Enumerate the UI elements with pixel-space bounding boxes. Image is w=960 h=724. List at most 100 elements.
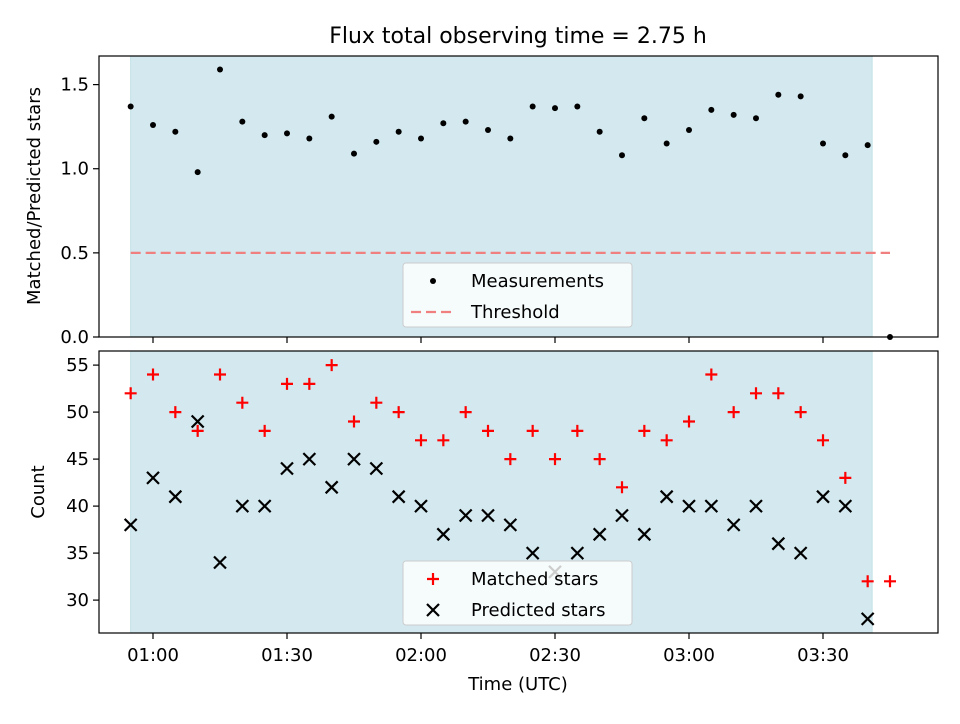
- legend-box: [402, 262, 633, 328]
- matched-stars-point: [616, 481, 628, 494]
- measurement-point: [797, 93, 804, 100]
- matched-stars-point: [236, 396, 249, 409]
- matched-stars-point: [258, 424, 271, 437]
- measurement-point: [261, 132, 268, 139]
- y-tick-label: 40: [66, 496, 89, 517]
- top-panel: 0.0 0.5 1.0 1.5 Measurements Threshold: [60, 55, 939, 348]
- matched-stars-point: [861, 575, 874, 588]
- measurement-point: [641, 115, 648, 122]
- predicted-stars-point: [726, 518, 741, 532]
- bottom-panel: 30 35 40 45 50 55 01:00 01:30 02:00 02:30 03:00 03:…: [66, 350, 939, 666]
- matched-stars-point: [214, 368, 226, 381]
- measurement-point: [373, 138, 380, 145]
- predicted-stars-point: [570, 546, 585, 560]
- predicted-stars-point: [615, 508, 629, 523]
- measurement-point: [574, 103, 581, 110]
- measurement-point: [708, 106, 715, 113]
- measurement-point: [864, 142, 871, 149]
- matched-stars-point: [392, 406, 405, 419]
- legend-marker-matched: [427, 573, 439, 585]
- measurement-point: [217, 66, 223, 73]
- predicted-stars-point: [146, 471, 160, 485]
- predicted-stars-point: [280, 461, 294, 476]
- matched-stars-point: [437, 434, 450, 447]
- matched-stars-point: [638, 424, 651, 437]
- plot-frame: [98, 55, 939, 338]
- predicted-stars-point: [793, 546, 808, 560]
- y-tick-label: 35: [66, 543, 89, 564]
- measurement-point: [552, 105, 558, 112]
- matched-stars-point: [794, 406, 807, 419]
- measurement-point: [507, 135, 514, 142]
- measurement-point: [127, 103, 134, 110]
- y-tick-label: 1.5: [60, 75, 89, 96]
- matched-stars-point: [415, 434, 427, 447]
- matched-stars-point: [191, 424, 204, 437]
- measurement-point: [462, 118, 469, 125]
- matched-stars-point: [526, 424, 539, 437]
- y-tick-label: 0.0: [60, 327, 89, 348]
- x-tick-label: 02:30: [529, 645, 581, 666]
- predicted-stars-point: [525, 546, 540, 560]
- measurement-point: [440, 120, 447, 127]
- predicted-stars-point: [324, 480, 339, 495]
- predicted-stars-point: [347, 452, 361, 466]
- matched-stars-point: [683, 415, 695, 428]
- x-tick-label: 03:00: [663, 645, 715, 666]
- y-tick-label: 50: [66, 402, 89, 423]
- matched-stars-point: [817, 434, 829, 447]
- legend-label: Measurements: [471, 271, 604, 292]
- predicted-stars-point: [458, 508, 473, 523]
- measurement-point: [194, 169, 201, 176]
- predicted-stars-point: [414, 499, 428, 513]
- predicted-stars-point: [503, 518, 518, 532]
- measurement-point: [529, 103, 536, 110]
- y-tick-label: 45: [66, 449, 89, 470]
- measurement-point: [172, 128, 179, 135]
- predicted-stars-point: [816, 489, 830, 504]
- measurement-point: [730, 111, 737, 118]
- bottom-y-axis-label: Count: [28, 465, 49, 518]
- predicted-stars-point: [659, 489, 674, 504]
- matched-stars-point: [727, 406, 740, 419]
- y-tick-label: 0.5: [60, 243, 89, 264]
- measurement-point: [306, 135, 313, 142]
- predicted-stars-point: [369, 461, 384, 476]
- predicted-stars-point: [771, 536, 786, 551]
- x-tick-label: 02:00: [395, 645, 447, 666]
- predicted-stars-point: [168, 489, 183, 504]
- matched-stars-point: [303, 377, 316, 390]
- matched-stars-point: [281, 377, 293, 390]
- measurement-point: [284, 130, 290, 137]
- measurement-point: [351, 150, 357, 157]
- matched-stars-point: [660, 434, 673, 447]
- measurement-point: [663, 140, 670, 147]
- matched-stars-point: [459, 406, 472, 419]
- measurement-point: [820, 140, 826, 147]
- predicted-stars-point: [190, 414, 205, 429]
- measurement-point: [753, 115, 759, 122]
- matched-stars-point: [169, 406, 182, 419]
- matched-stars-point: [504, 453, 517, 466]
- predicted-stars-point: [481, 508, 495, 523]
- measurement-point: [842, 152, 849, 159]
- matched-stars-point: [705, 368, 718, 381]
- measurement-point: [239, 118, 246, 125]
- predicted-stars-point: [860, 612, 875, 626]
- y-tick-label: 30: [66, 590, 89, 611]
- measurement-point: [596, 128, 603, 135]
- legend-marker-predicted: [426, 603, 440, 617]
- matched-stars-point: [549, 453, 561, 466]
- matched-stars-point: [124, 387, 137, 400]
- predicted-stars-point: [592, 527, 607, 542]
- measurement-point: [686, 127, 692, 134]
- measurement-point: [395, 128, 402, 135]
- predicted-stars-point: [213, 555, 227, 570]
- plot-frame: [98, 350, 939, 634]
- y-tick-label: 55: [66, 355, 89, 376]
- predicted-stars-point: [749, 499, 763, 513]
- x-tick-label: 03:30: [797, 645, 849, 666]
- legend: Matched stars Predicted stars: [402, 560, 633, 626]
- measurement-point: [418, 135, 424, 142]
- measurement-point: [775, 91, 782, 98]
